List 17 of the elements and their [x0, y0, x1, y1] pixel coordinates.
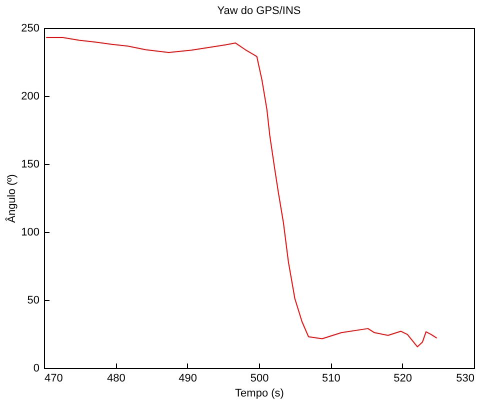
y-tick-label: 200 — [21, 90, 40, 102]
x-axis-title: Tempo (s) — [235, 388, 284, 400]
x-tick-label: 470 — [44, 372, 63, 384]
x-tick-label: 510 — [322, 372, 340, 384]
chart-title: Yaw do GPS/INS — [217, 5, 301, 17]
x-tick-label: 500 — [250, 372, 269, 384]
y-tick-label: 250 — [21, 22, 40, 34]
x-tick-label: 480 — [106, 372, 126, 384]
y-tick-label: 50 — [27, 294, 40, 306]
y-axis-title: Ângulo (º) — [5, 174, 18, 223]
x-tick-label: 530 — [456, 372, 474, 384]
y-tick-label: 150 — [21, 158, 40, 170]
y-tick-label: 0 — [33, 362, 40, 374]
line-series — [46, 37, 438, 348]
x-tick-label: 490 — [178, 372, 198, 384]
x-tick-label: 520 — [394, 372, 412, 384]
y-tick-label: 100 — [21, 226, 40, 238]
